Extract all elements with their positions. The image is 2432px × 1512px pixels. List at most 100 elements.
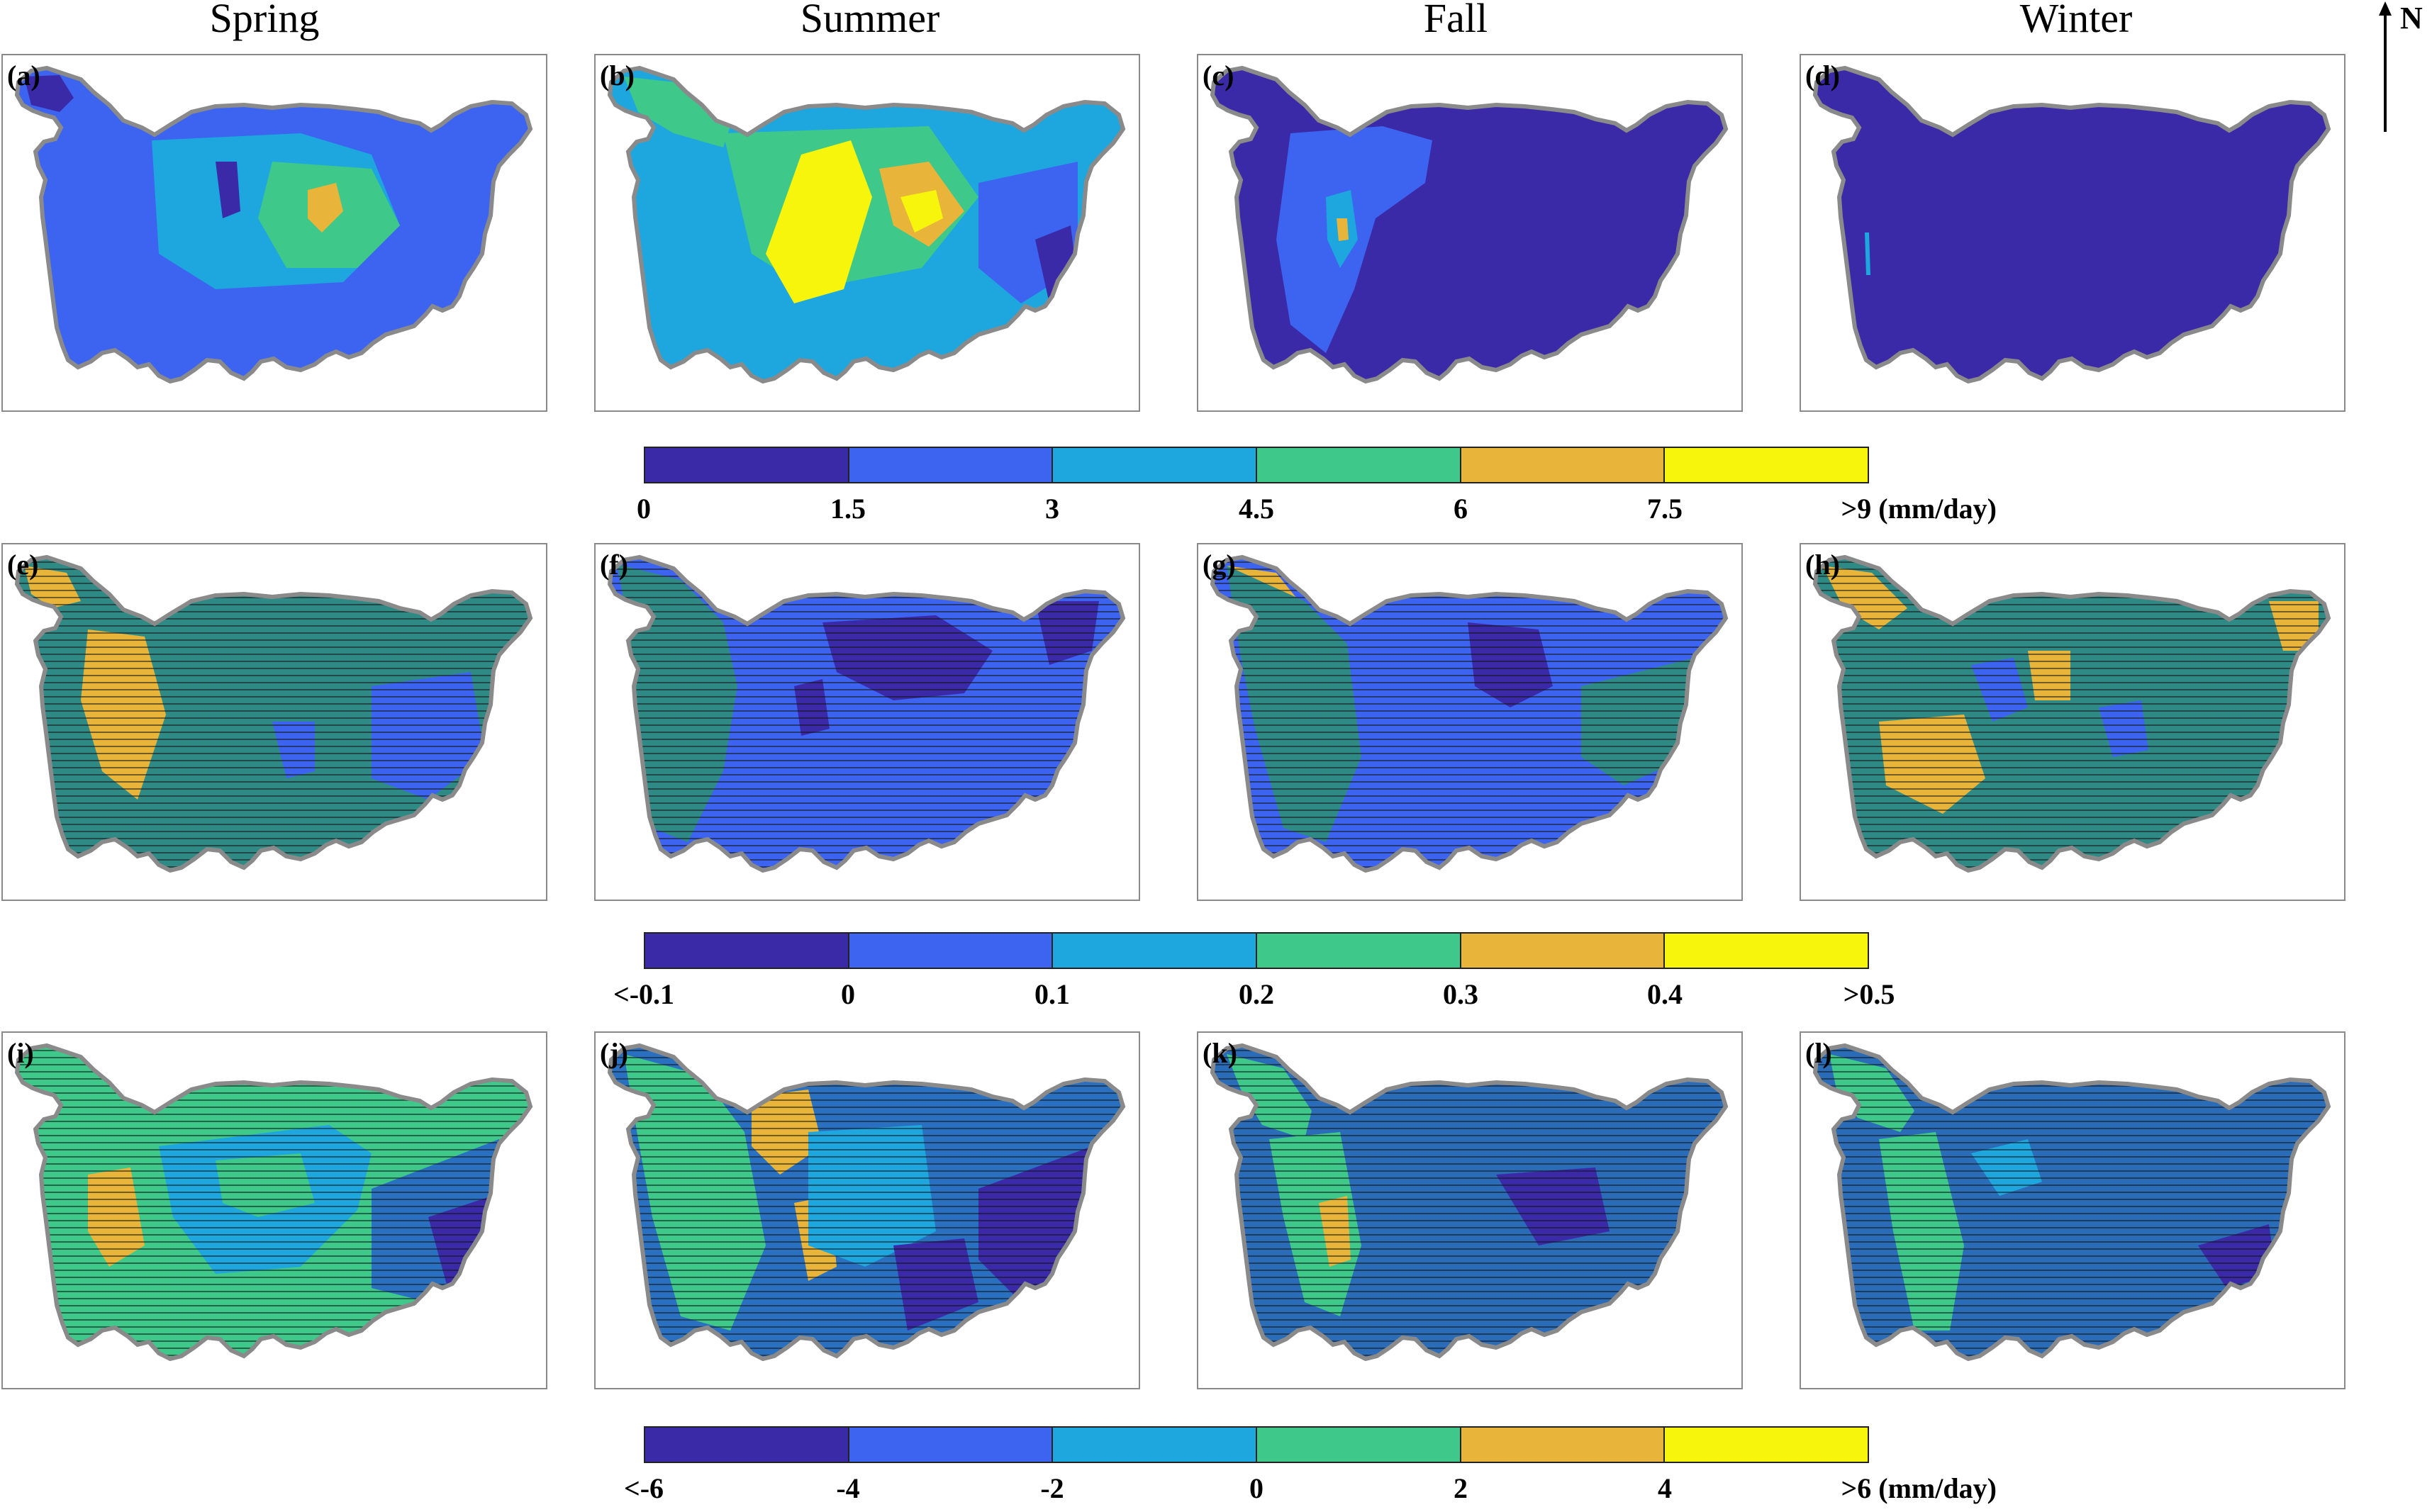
colorbar-segment	[1461, 934, 1666, 968]
map-panel: (a)	[1, 54, 547, 412]
colorbar-segment	[1257, 448, 1461, 482]
basin-boundary	[1210, 554, 1729, 873]
basin-boundary	[14, 65, 533, 384]
colorbar-segment	[1665, 934, 1868, 968]
colorbar-tick-label: 0	[637, 493, 651, 525]
basin-boundary	[1210, 1043, 1729, 1362]
basin-map	[1210, 554, 1729, 873]
colorbar-segment	[1053, 934, 1258, 968]
colorbar-tick-label: 2	[1454, 1472, 1468, 1504]
colorbar-tick-label: 0.2	[1239, 978, 1274, 1010]
colorbar-tick-label: 3	[1045, 493, 1059, 525]
colorbar-segment	[1461, 448, 1666, 482]
basin-boundary	[607, 554, 1126, 873]
map-panel: (g)	[1197, 543, 1743, 901]
season-title-spring: Spring	[209, 0, 320, 41]
panel-label: (j)	[600, 1037, 628, 1069]
colorbar-segment	[645, 934, 849, 968]
season-title-fall: Fall	[1423, 0, 1488, 41]
colorbar-tick-label: 6	[1454, 493, 1468, 525]
map-panel: (f)	[594, 543, 1140, 901]
map-region	[900, 190, 943, 233]
basin-map	[607, 65, 1126, 384]
colorbar-segment	[1053, 1428, 1258, 1462]
panel-label: (d)	[1805, 60, 1840, 91]
panel-label: (l)	[1805, 1037, 1832, 1069]
colorbar-segment	[1257, 1428, 1461, 1462]
map-region	[1865, 233, 1870, 275]
basin-map	[1210, 65, 1729, 384]
map-region	[766, 140, 872, 303]
panel-label: (e)	[7, 549, 39, 581]
map-panel: (d)	[1800, 54, 2345, 412]
colorbar-tick-label: 0.3	[1443, 978, 1478, 1010]
panel-label: (k)	[1203, 1037, 1237, 1069]
colorbar-segment	[849, 1428, 1054, 1462]
map-panel: (l)	[1800, 1031, 2345, 1389]
panel-label: (i)	[7, 1037, 34, 1069]
colorbar-tick-label: <-6	[623, 1472, 664, 1504]
north-label: N	[2400, 1, 2423, 35]
basin-map	[607, 1043, 1126, 1362]
colorbar-bias	[644, 1426, 1869, 1463]
map-region	[24, 75, 74, 112]
colorbar-segment	[1257, 934, 1461, 968]
colorbar-tick-label: 7.5	[1647, 493, 1683, 525]
colorbar-segment	[849, 934, 1054, 968]
basin-boundary	[1812, 65, 2331, 384]
colorbar-tick-label: 0.4	[1647, 978, 1683, 1010]
map-panel: (j)	[594, 1031, 1140, 1389]
basin-boundary	[14, 1043, 533, 1362]
colorbar-segment	[1053, 448, 1258, 482]
colorbar-segment	[1461, 1428, 1666, 1462]
north-arrow-icon	[2377, 0, 2426, 135]
panel-label: (b)	[600, 60, 635, 91]
colorbar-segment	[1665, 1428, 1868, 1462]
colorbar-tick-label: <-0.1	[613, 978, 675, 1010]
map-panel: (e)	[1, 543, 547, 901]
panel-label: (a)	[7, 60, 40, 91]
colorbar-segment	[645, 448, 849, 482]
colorbar-tick-label: 0.1	[1034, 978, 1070, 1010]
colorbar-tick-label: 4	[1658, 1472, 1672, 1504]
colorbar-tick-label: -2	[1040, 1472, 1064, 1504]
colorbar-segment	[645, 1428, 849, 1462]
basin-boundary	[607, 1043, 1126, 1362]
map-region	[1337, 218, 1349, 241]
basin-boundary	[1812, 1043, 2331, 1362]
colorbar-tick-label: 4.5	[1239, 493, 1274, 525]
basin-map	[607, 554, 1126, 873]
map-region	[624, 77, 730, 147]
basin-map	[1210, 1043, 1729, 1362]
panel-label: (f)	[600, 549, 628, 581]
colorbar-segment	[849, 448, 1054, 482]
basin-boundary	[1210, 65, 1729, 384]
map-region	[216, 162, 240, 218]
basin-map	[1812, 1043, 2331, 1362]
colorbar-trend	[644, 932, 1869, 969]
map-panel: (c)	[1197, 54, 1743, 412]
season-title-summer: Summer	[800, 0, 940, 41]
basin-map	[14, 554, 533, 873]
map-region	[308, 183, 343, 233]
colorbar-tick-label: 0	[841, 978, 855, 1010]
basin-boundary	[14, 554, 533, 873]
basin-map	[1812, 65, 2331, 384]
colorbar-tick-label: >9 (mm/day)	[1841, 493, 1997, 525]
map-panel: (h)	[1800, 543, 2345, 901]
basin-map	[14, 1043, 533, 1362]
colorbar-tick-label: 0	[1249, 1472, 1264, 1504]
colorbar-tick-label: 1.5	[830, 493, 866, 525]
colorbar-tick-label: >6 (mm/day)	[1841, 1472, 1997, 1504]
basin-map	[1812, 554, 2331, 873]
basin-boundary	[607, 65, 1126, 384]
colorbar-mean-precip	[644, 447, 1869, 483]
map-panel: (i)	[1, 1031, 547, 1389]
colorbar-segment	[1665, 448, 1868, 482]
season-title-winter: Winter	[2019, 0, 2133, 41]
panel-label: (g)	[1203, 549, 1236, 581]
colorbar-tick-label: >0.5	[1843, 978, 1895, 1010]
panel-label: (h)	[1805, 549, 1840, 581]
colorbar-tick-label: -4	[836, 1472, 860, 1504]
map-panel: (b)	[594, 54, 1140, 412]
